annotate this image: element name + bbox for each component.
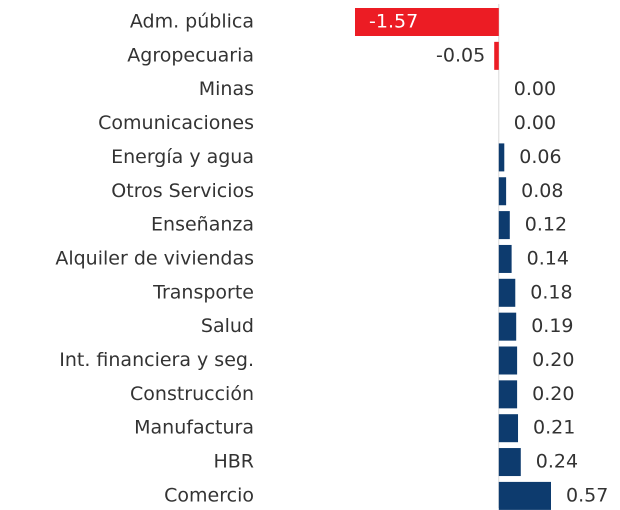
category-label: Int. financiera y seg.: [59, 349, 254, 371]
category-label: Manufactura: [134, 417, 254, 439]
value-label: 0.57: [566, 484, 608, 506]
bar: [494, 41, 499, 70]
category-label: Agropecuaria: [127, 44, 254, 66]
value-label: 0.21: [533, 417, 575, 439]
category-label: Alquiler de viviendas: [55, 247, 254, 269]
bar: [498, 481, 551, 510]
bar: [498, 448, 521, 477]
value-label: 0.20: [532, 383, 574, 405]
bar: [498, 346, 518, 375]
bar: [498, 312, 517, 341]
value-label: 0.08: [521, 180, 563, 202]
category-label: Comercio: [164, 484, 254, 506]
category-label: Minas: [199, 78, 254, 100]
value-label: 0.24: [536, 451, 578, 473]
bar: [498, 211, 510, 240]
value-label: 0.18: [530, 281, 572, 303]
value-label: 0.00: [514, 112, 556, 134]
value-label: 0.06: [519, 146, 561, 168]
category-label: Comunicaciones: [98, 112, 254, 134]
category-label: Adm. pública: [130, 11, 254, 33]
bar: [498, 244, 512, 273]
bar: [498, 177, 507, 206]
bar: [498, 380, 518, 409]
value-label: 0.19: [531, 315, 573, 337]
category-label: Construcción: [130, 383, 254, 405]
category-label: Energía y agua: [111, 146, 254, 168]
category-label: Enseñanza: [151, 214, 254, 236]
category-label: Otros Servicios: [111, 180, 254, 202]
category-label: Transporte: [152, 281, 254, 303]
category-label: HBR: [213, 451, 254, 473]
bar: [355, 8, 499, 36]
value-label: 0.20: [532, 349, 574, 371]
value-label: -1.57: [369, 11, 418, 33]
bar: [498, 414, 519, 443]
category-label: Salud: [201, 315, 254, 337]
bar: [498, 278, 516, 307]
value-label: 0.12: [525, 214, 567, 236]
bar: [498, 143, 505, 172]
value-label: -0.05: [436, 44, 485, 66]
value-label: 0.14: [527, 247, 569, 269]
value-label: 0.00: [514, 78, 556, 100]
